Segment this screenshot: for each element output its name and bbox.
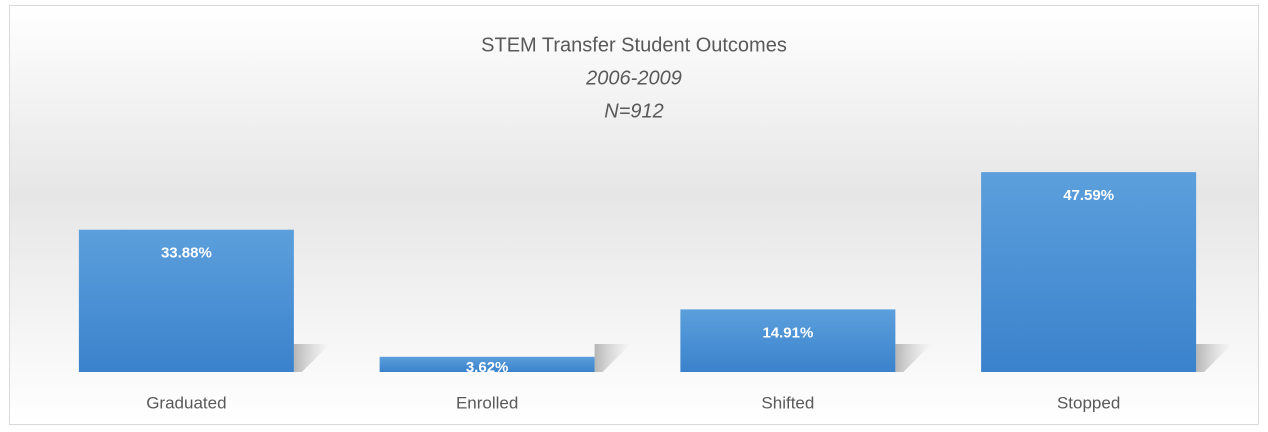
data-label: 33.88% [161, 245, 212, 262]
x-tick-label: Enrolled [456, 393, 518, 412]
data-label: 47.59% [1063, 187, 1114, 204]
bar [78, 229, 294, 372]
bar [379, 356, 595, 372]
x-tick-label: Shifted [761, 393, 814, 412]
bar-shadow [293, 344, 330, 372]
chart-subtitle: 2006-2009 [585, 67, 682, 89]
bar [680, 309, 896, 372]
chart-title: STEM Transfer Student Outcomes [481, 34, 787, 56]
bar-shadow [1196, 344, 1233, 372]
chart-subtitle: N=912 [604, 100, 664, 122]
x-tick-label: Graduated [146, 393, 226, 412]
data-label: 3.62% [466, 359, 509, 376]
bar-shadow [895, 344, 932, 372]
bar-shadow [594, 344, 631, 372]
bar [981, 172, 1197, 372]
x-tick-label: Stopped [1057, 393, 1120, 412]
data-label: 14.91% [762, 324, 813, 341]
